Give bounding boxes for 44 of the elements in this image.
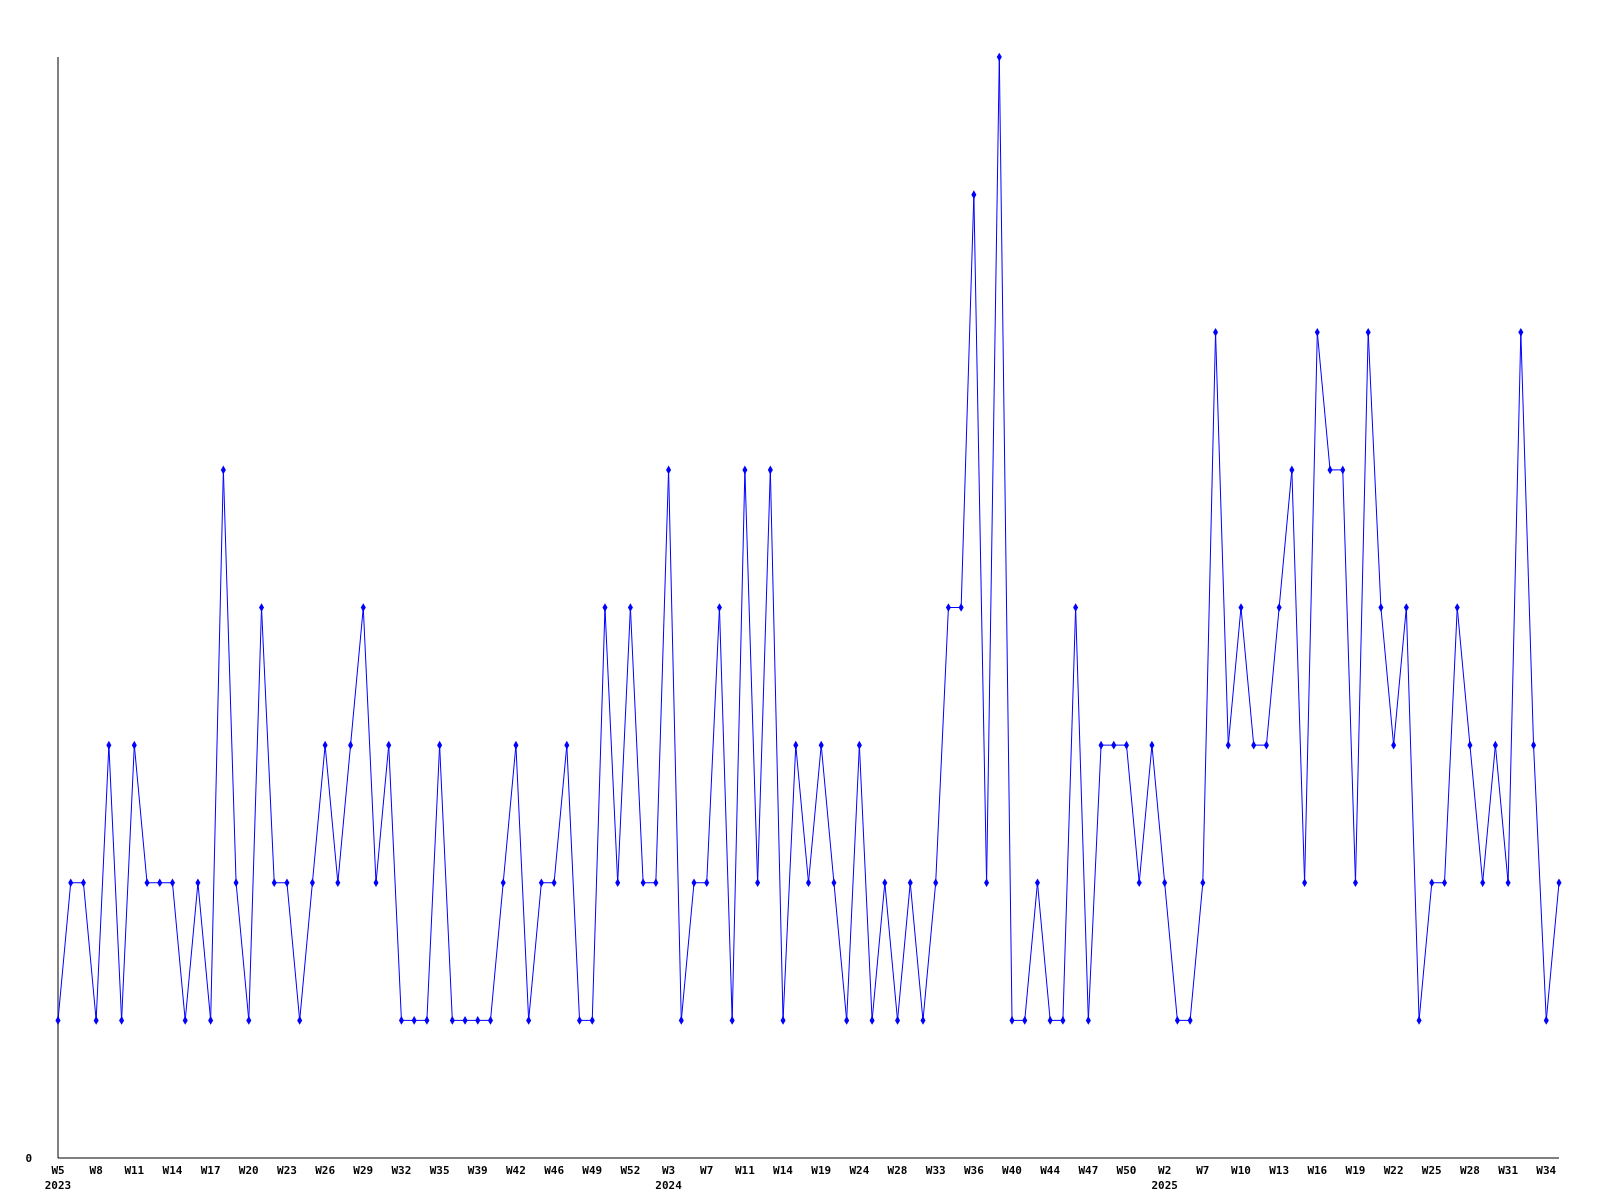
x-tick-label: W42 bbox=[505, 1164, 526, 1177]
x-tick-label: W50 bbox=[1116, 1164, 1137, 1177]
x-tick-label: W31 bbox=[1498, 1164, 1519, 1177]
x-tick-label: W26 bbox=[315, 1164, 336, 1177]
x-tick-label: W3 bbox=[661, 1164, 676, 1177]
text: 0 bbox=[25, 1151, 32, 1165]
text: 2024 bbox=[655, 1179, 683, 1192]
x-tick-label: W34 bbox=[1536, 1164, 1557, 1177]
x-tick-label: W8 bbox=[89, 1164, 103, 1177]
x-tick-label: W22 bbox=[1383, 1164, 1404, 1177]
x-tick-label: W2 bbox=[1158, 1164, 1172, 1177]
x-tick-label: W44 bbox=[1040, 1164, 1061, 1177]
x-tick-label: W11 bbox=[734, 1164, 756, 1177]
text: 2025 bbox=[1151, 1179, 1178, 1192]
x-tick-label: W25 bbox=[1421, 1164, 1442, 1177]
x-tick-label: W47 bbox=[1078, 1164, 1099, 1177]
x-tick-label: W23 bbox=[277, 1164, 297, 1177]
x-tick-label: W35 bbox=[429, 1164, 450, 1177]
x-tick-label: W13 bbox=[1269, 1164, 1290, 1177]
x-tick-label: W19 bbox=[811, 1164, 832, 1177]
x-tick-label: W16 bbox=[1307, 1164, 1328, 1177]
x-tick-label: W17 bbox=[200, 1164, 221, 1177]
x-tick-label: W36 bbox=[963, 1164, 985, 1177]
x-tick-label: W24 bbox=[849, 1164, 870, 1177]
x-tick-label: W39 bbox=[467, 1164, 488, 1177]
x-tick-label: W28 bbox=[887, 1164, 908, 1177]
x-tick-label: W40 bbox=[1002, 1164, 1022, 1177]
x-tick-label: W7 bbox=[700, 1164, 714, 1177]
x-tick-label: W5 bbox=[51, 1164, 65, 1177]
x-tick-label: W29 bbox=[353, 1164, 374, 1177]
x-tick-label: W28 bbox=[1460, 1164, 1480, 1177]
x-tick-label: W19 bbox=[1345, 1164, 1366, 1177]
x-tick-label: W33 bbox=[925, 1164, 946, 1177]
x-tick-label: W11 bbox=[124, 1164, 145, 1177]
x-tick-label: W46 bbox=[544, 1164, 565, 1177]
x-tick-label: W52 bbox=[620, 1164, 641, 1177]
text: 2023 bbox=[44, 1179, 72, 1192]
x-tick-label: W20 bbox=[238, 1164, 259, 1177]
x-tick-label: W49 bbox=[582, 1164, 603, 1177]
x-tick-label: W32 bbox=[391, 1164, 412, 1177]
x-tick-label: W7 bbox=[1196, 1164, 1210, 1177]
x-tick-label: W10 bbox=[1231, 1164, 1251, 1177]
x-tick-label: W14 bbox=[773, 1164, 794, 1177]
x-tick-label: W14 bbox=[162, 1164, 183, 1177]
